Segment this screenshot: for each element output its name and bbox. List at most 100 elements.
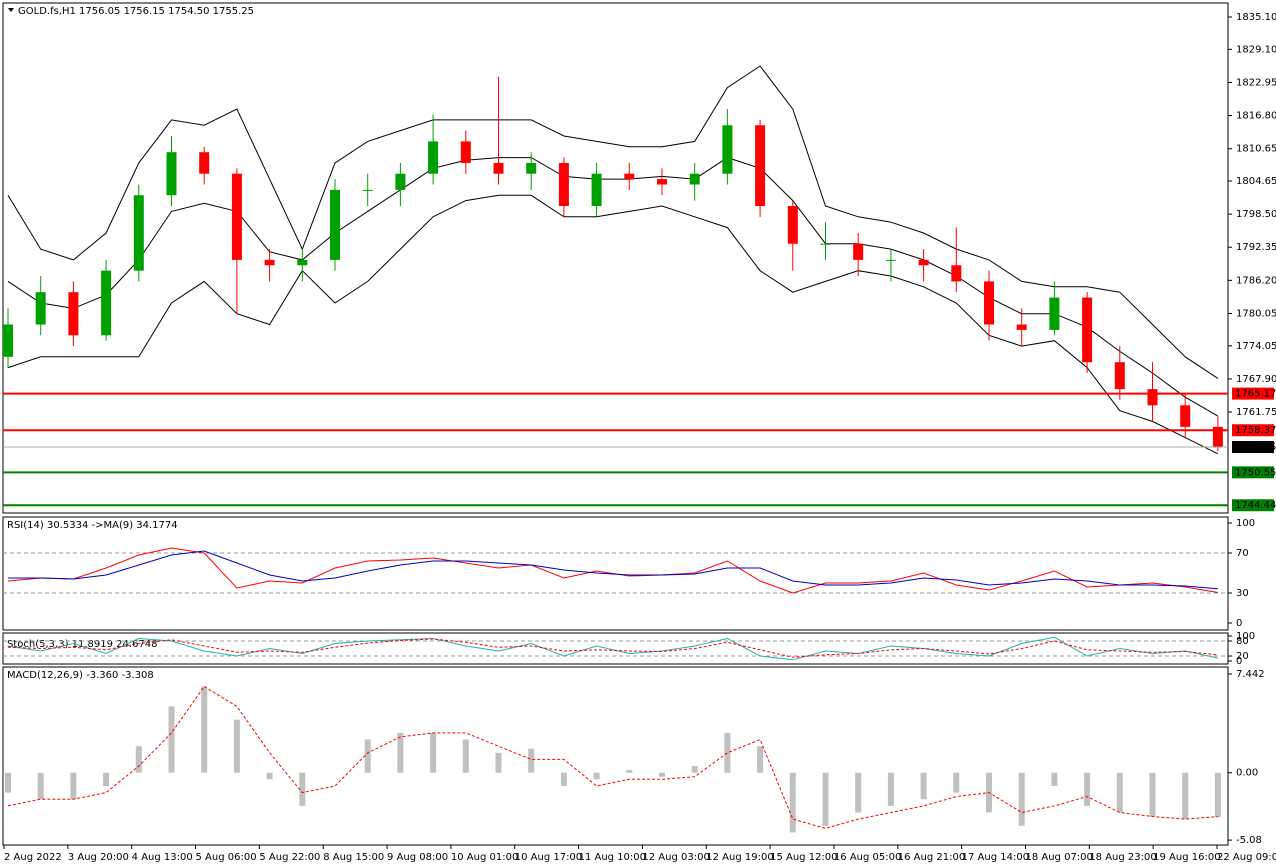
candle-body <box>853 243 864 260</box>
macd-panel <box>2 666 1229 846</box>
y-tick-label: 30 <box>1236 588 1249 599</box>
price-label: 1758.37 <box>1235 425 1276 436</box>
candle-body <box>1049 297 1060 330</box>
histogram-bar <box>659 772 665 777</box>
histogram-bar <box>168 706 175 773</box>
x-tick-label: 17 Aug 14:00 <box>962 852 1029 863</box>
histogram-bar <box>724 732 731 773</box>
histogram-bar <box>757 746 764 773</box>
histogram-bar <box>1018 772 1025 826</box>
histogram-bar <box>1149 772 1156 817</box>
candle-body <box>395 173 406 190</box>
histogram-bar <box>1182 772 1189 820</box>
histogram-bar <box>201 686 208 773</box>
histogram-bar <box>495 752 502 773</box>
histogram-bar <box>887 772 894 806</box>
price-label: 1765.17 <box>1235 389 1276 400</box>
histogram-bar <box>135 746 142 773</box>
y-tick-label: 100 <box>1236 518 1255 529</box>
histogram-bar <box>233 719 240 773</box>
dropdown-icon <box>8 8 14 12</box>
histogram-bar <box>1116 772 1123 813</box>
histogram-bar <box>37 772 44 800</box>
price-label-box <box>1232 387 1274 400</box>
panel-title: GOLD.fs,H1 1756.05 1756.15 1754.50 1755.… <box>18 6 254 17</box>
y-tick-label: 70 <box>1236 548 1249 559</box>
histogram-bar <box>462 739 469 773</box>
y-tick-label: 0.00 <box>1236 768 1258 779</box>
x-tick-label: 5 Aug 06:00 <box>196 852 257 863</box>
candle-body <box>755 125 766 207</box>
candle-body <box>297 259 308 266</box>
candle-body <box>558 162 569 207</box>
candle-body <box>657 179 667 185</box>
candle-body <box>1180 405 1191 427</box>
histogram-bar <box>822 772 829 826</box>
y-tick-label: 1792.35 <box>1236 242 1276 253</box>
histogram-bar <box>1084 772 1091 806</box>
histogram-bar <box>1051 772 1058 786</box>
x-tick-label: 18 Aug 23:00 <box>1089 852 1156 863</box>
candle-body <box>1212 426 1223 448</box>
candle-body <box>885 259 896 261</box>
candle-body <box>68 292 79 336</box>
y-tick-label: 1835.10 <box>1236 12 1276 23</box>
histogram-bar <box>70 772 77 800</box>
candle-body <box>101 270 112 336</box>
x-tick-label: 12 Aug 03:00 <box>642 852 709 863</box>
candle-body <box>787 206 798 244</box>
x-tick-label: 2 Aug 2022 <box>4 852 62 863</box>
price-panel <box>2 2 1229 514</box>
histogram-bar <box>5 772 11 793</box>
candle-body <box>820 243 831 245</box>
x-tick-label: 11 Aug 10:00 <box>579 852 646 863</box>
histogram-bar <box>364 739 371 773</box>
y-tick-label: 1780.05 <box>1236 308 1276 319</box>
histogram-bar <box>855 772 862 813</box>
indicator-line <box>7 638 1218 658</box>
bollinger-band <box>7 65 1219 379</box>
histogram-bar <box>103 772 110 786</box>
histogram-bar <box>593 772 600 780</box>
candle-body <box>951 265 962 282</box>
y-tick-label: 0 <box>1236 656 1242 667</box>
x-tick-label: 16 Aug 05:00 <box>834 852 901 863</box>
y-tick-label: 1829.10 <box>1236 44 1276 55</box>
candle-body <box>918 259 929 266</box>
histogram-bar <box>626 770 633 773</box>
candle-body <box>1147 389 1158 406</box>
price-label-box <box>1232 499 1274 512</box>
candle-body <box>35 292 46 325</box>
rsi-panel <box>2 516 1229 631</box>
panel-title: Stoch(5,3,3) 11.8919 24.6748 <box>7 639 158 650</box>
y-tick-label: 1804.65 <box>1236 176 1276 187</box>
candle-body <box>689 173 700 185</box>
y-tick-label: 80 <box>1236 636 1249 647</box>
panel-title: MACD(12,26,9) -3.360 -3.308 <box>7 670 154 681</box>
y-tick-label: 1774.05 <box>1236 341 1276 352</box>
candle-body <box>199 152 210 174</box>
x-tick-label: 19 Aug 16:00 <box>1153 852 1220 863</box>
indicator-line <box>8 550 1218 590</box>
x-tick-label: 5 Aug 22:00 <box>259 852 320 863</box>
bollinger-band <box>7 194 1219 455</box>
candle-body <box>1114 362 1125 390</box>
x-tick-label: 8 Aug 15:00 <box>323 852 384 863</box>
price-label: 1755.25 <box>1235 442 1276 453</box>
y-tick-label: 20 <box>1236 651 1249 662</box>
candle-body <box>428 141 439 174</box>
y-tick-label: 1798.50 <box>1236 209 1276 220</box>
indicator-line <box>7 547 1218 594</box>
histogram-bar <box>560 772 567 786</box>
y-tick-label: 100 <box>1236 631 1255 642</box>
x-tick-label: 9 Aug 08:00 <box>387 852 448 863</box>
candle-body <box>493 162 504 174</box>
y-tick-label: 1810.65 <box>1236 144 1276 155</box>
y-tick-label: -5.08 <box>1236 835 1262 846</box>
histogram-bar <box>397 732 404 773</box>
y-tick-label: 1822.95 <box>1236 77 1276 88</box>
panel-title: RSI(14) 30.5334 ->MA(9) 34.1774 <box>7 520 178 531</box>
candle-body <box>330 189 340 260</box>
histogram-bar <box>789 772 796 833</box>
